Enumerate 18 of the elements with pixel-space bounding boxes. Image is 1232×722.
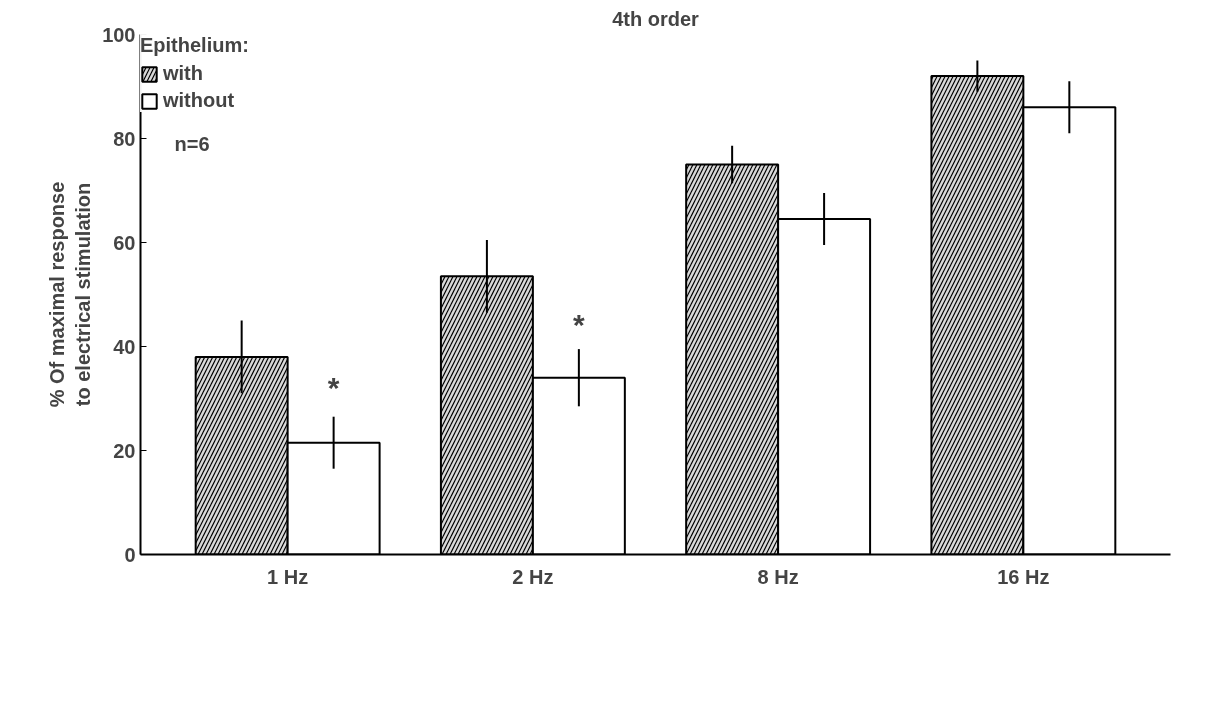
y-tick-label: 20	[113, 439, 136, 462]
y-tick-label: 60	[113, 231, 136, 254]
annotation: *	[573, 308, 586, 342]
annotation: *	[327, 370, 340, 404]
y-tick-label: 80	[113, 127, 136, 150]
y-tick-label: 0	[124, 543, 136, 566]
chart-title: 4th order	[612, 7, 700, 30]
legend-label: without	[163, 89, 235, 112]
legend-label: with	[163, 62, 203, 85]
y-tick-label: 100	[102, 23, 136, 46]
annotation: n=6	[174, 132, 210, 155]
legend-title: Epithelium:	[140, 34, 249, 57]
y-axis-title: % Of maximal response to electrical stimulation	[45, 181, 95, 408]
x-tick-label: 1 Hz	[267, 565, 309, 588]
x-tick-label: 2 Hz	[512, 565, 554, 588]
x-tick-label: 8 Hz	[757, 565, 799, 588]
x-tick-label: 16 Hz	[997, 565, 1050, 588]
y-tick-label: 40	[113, 335, 136, 358]
